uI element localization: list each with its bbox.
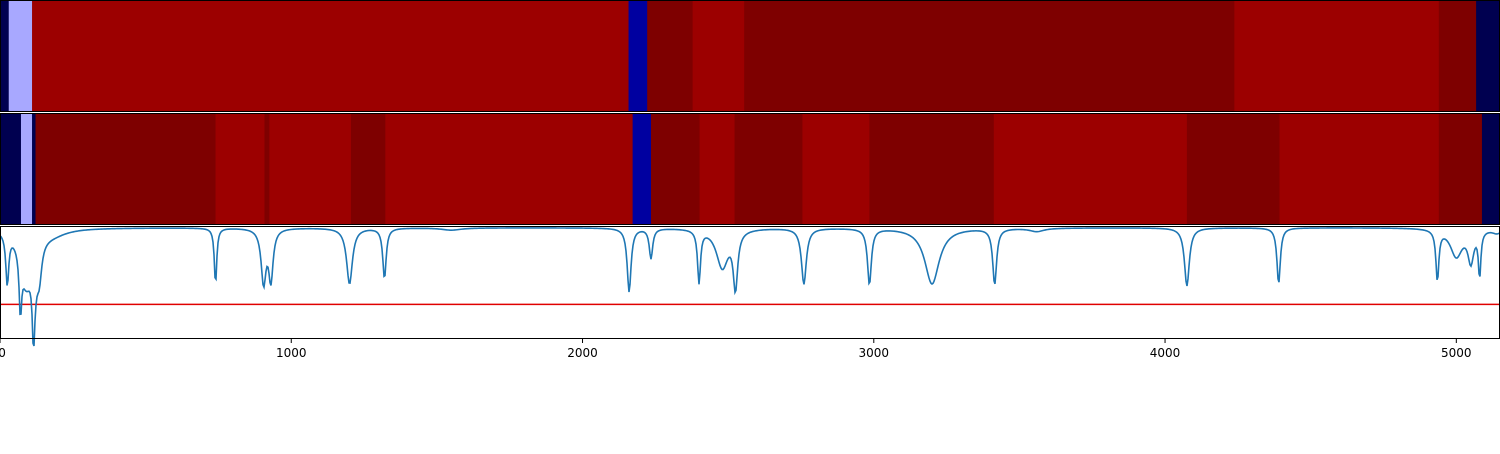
heatmap-segment [699, 113, 736, 225]
heatmap-segment [8, 0, 33, 112]
heatmap-row-2 [0, 113, 1500, 225]
heatmap-segment [1476, 0, 1500, 112]
x-tick-label: 5000 [1441, 346, 1472, 360]
trace-line [0, 227, 1500, 347]
heatmap-segment [32, 0, 630, 112]
heatmap-row-1 [0, 0, 1500, 112]
line-panel [0, 226, 1500, 347]
x-tick-label: 1000 [276, 346, 307, 360]
heatmap-segment [350, 113, 386, 225]
heatmap-segment [869, 113, 995, 225]
heatmap-segment [385, 113, 634, 225]
heatmap-segment [647, 0, 694, 112]
heatmap-segment [0, 113, 22, 225]
x-axis: 0 1000 2000 3000 4000 5000 [0, 339, 1472, 360]
heatmap-segment [993, 113, 1188, 225]
heatmap-segment [215, 113, 265, 225]
heatmap-segment [1438, 0, 1477, 112]
heatmap-segment [734, 113, 803, 225]
x-tick-label: 4000 [1150, 346, 1181, 360]
heatmap-segment [20, 113, 33, 225]
heatmap-segment [1481, 113, 1500, 225]
heatmap-segment [1234, 0, 1440, 112]
x-tick-label: 2000 [567, 346, 598, 360]
heatmap-segment [802, 113, 870, 225]
heatmap-segment [1438, 113, 1483, 225]
heatmap-segment [264, 113, 270, 225]
heatmap-segment [650, 113, 701, 225]
x-tick-label: 3000 [859, 346, 890, 360]
heatmap-segment [744, 0, 1235, 112]
heatmap-segment [1279, 113, 1440, 225]
heatmap-segment [628, 0, 648, 112]
heatmap-segment [35, 113, 217, 225]
heatmap-segment [692, 0, 745, 112]
heatmap-rows [0, 0, 1500, 225]
x-tick-label: 0 [0, 346, 6, 360]
heatmap-segment [269, 113, 352, 225]
heatmap-segment [1186, 113, 1281, 225]
heatmap-segment [0, 0, 10, 112]
heatmap-segment [632, 113, 652, 225]
heatmap-segment [32, 113, 37, 225]
